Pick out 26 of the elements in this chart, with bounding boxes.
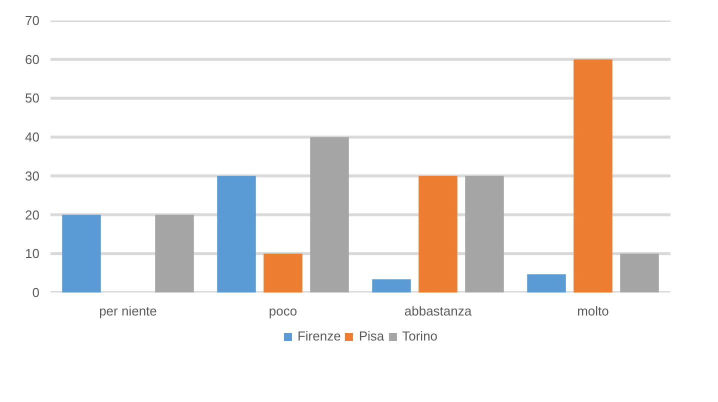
legend-label: Pisa (358, 328, 384, 344)
y-tick-label: 40 (25, 130, 40, 145)
bar (62, 214, 101, 292)
bar (217, 176, 256, 292)
y-tick-label: 10 (25, 246, 40, 262)
bar (527, 274, 566, 292)
bar (465, 176, 504, 292)
bar (372, 279, 411, 292)
bar (155, 214, 194, 292)
bar (418, 176, 458, 292)
x-tick-label: poco (268, 304, 298, 318)
y-tick-label: 30 (25, 168, 40, 184)
x-tick-label: molto (577, 304, 609, 318)
y-tick-label: 50 (25, 90, 40, 106)
bar (574, 59, 612, 292)
y-tick-label: 60 (25, 52, 40, 67)
y-tick-label: 20 (25, 207, 40, 222)
x-tick-label: per niente (99, 304, 157, 318)
bar (264, 254, 302, 292)
x-tick-label: abbastanza (404, 304, 472, 318)
legend-label: Firenze (297, 328, 341, 344)
y-tick-label: 70 (25, 13, 40, 28)
bar (310, 137, 349, 292)
bar (620, 254, 659, 292)
legend-label: Torino (402, 328, 438, 344)
y-tick-label: 0 (32, 285, 40, 300)
